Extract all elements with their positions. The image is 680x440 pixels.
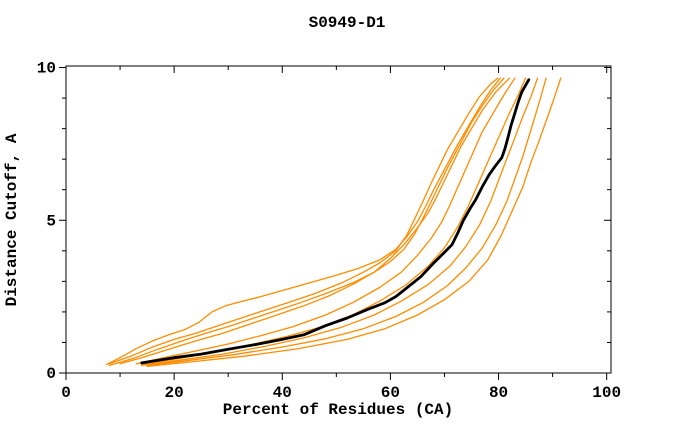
x-axis-label: Percent of Residues (CA) — [223, 401, 453, 419]
plot-area — [65, 65, 612, 374]
tick-layer: 0 20 40 60 80 100 0 5 10 — [37, 60, 621, 402]
series-orange-1 — [105, 77, 501, 366]
x-tick-label: 20 — [165, 384, 184, 402]
x-tick-label: 40 — [273, 384, 292, 402]
x-tick-label: 100 — [592, 384, 621, 402]
y-tick-label: 10 — [37, 60, 56, 78]
y-axis-label: Distance Cutoff, A — [3, 133, 21, 306]
series-orange-5 — [135, 77, 516, 365]
series-orange-9 — [146, 77, 562, 367]
chart-title: S0949-D1 — [309, 14, 386, 32]
x-tick-label: 80 — [489, 384, 508, 402]
x-tick-label: 0 — [61, 384, 71, 402]
plot-border — [65, 65, 612, 374]
series-orange-7 — [141, 77, 539, 367]
series-orange-8 — [146, 77, 547, 367]
series-orange-2 — [108, 77, 499, 365]
series-layer — [105, 77, 562, 367]
x-tick-label: 60 — [381, 384, 400, 402]
series-orange-3 — [108, 77, 505, 367]
y-tick-label: 5 — [46, 212, 56, 230]
series-black-main — [140, 78, 531, 365]
series-orange-4 — [119, 77, 511, 365]
y-tick-label: 0 — [46, 365, 56, 383]
